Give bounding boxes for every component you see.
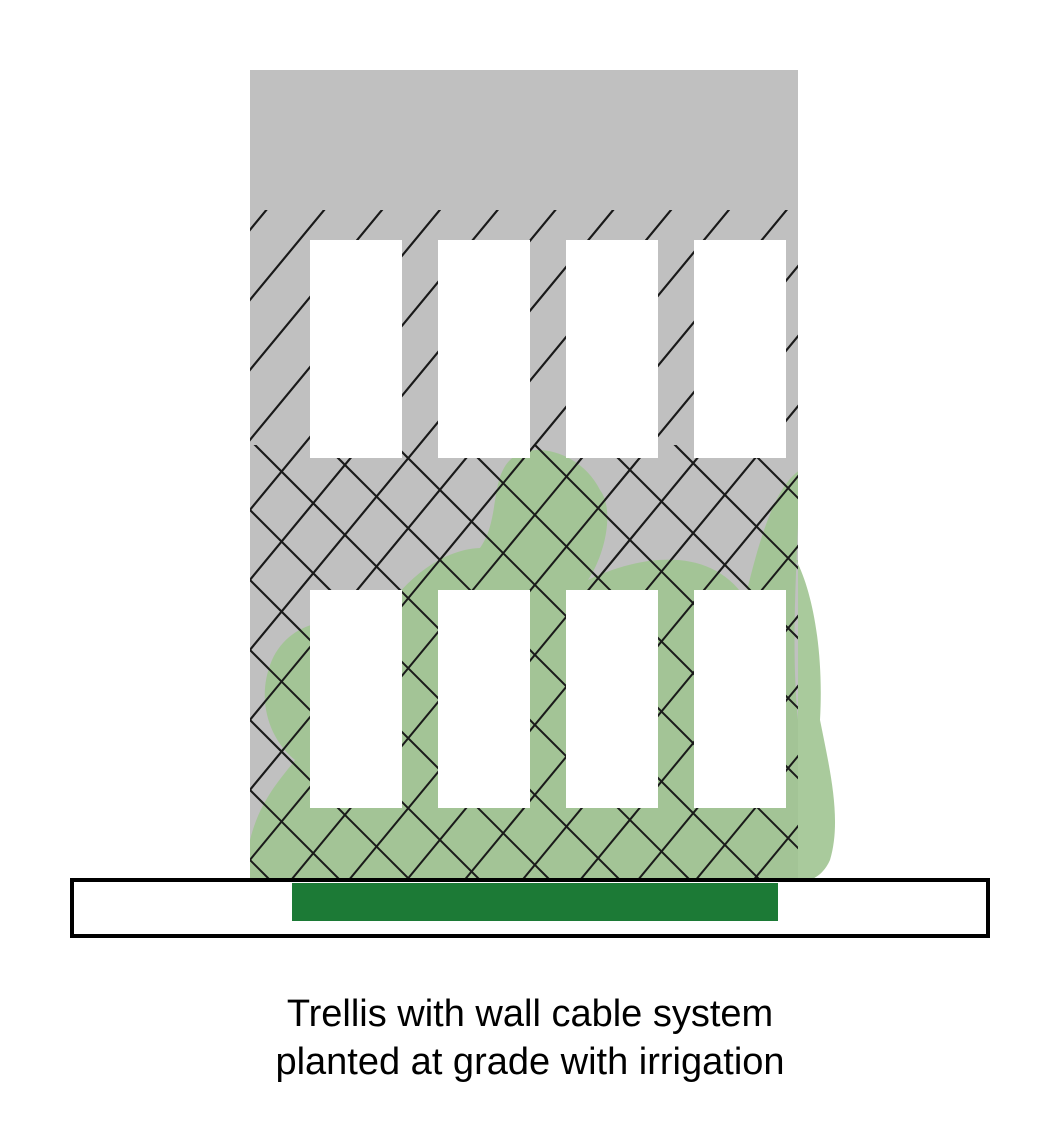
trellis-diagram [0,0,1060,1117]
caption-line-2: planted at grade with irrigation [0,1038,1060,1086]
caption-line-1: Trellis with wall cable system [0,990,1060,1038]
diagram-caption: Trellis with wall cable system planted a… [0,990,1060,1086]
diagram-svg [0,0,1060,1117]
